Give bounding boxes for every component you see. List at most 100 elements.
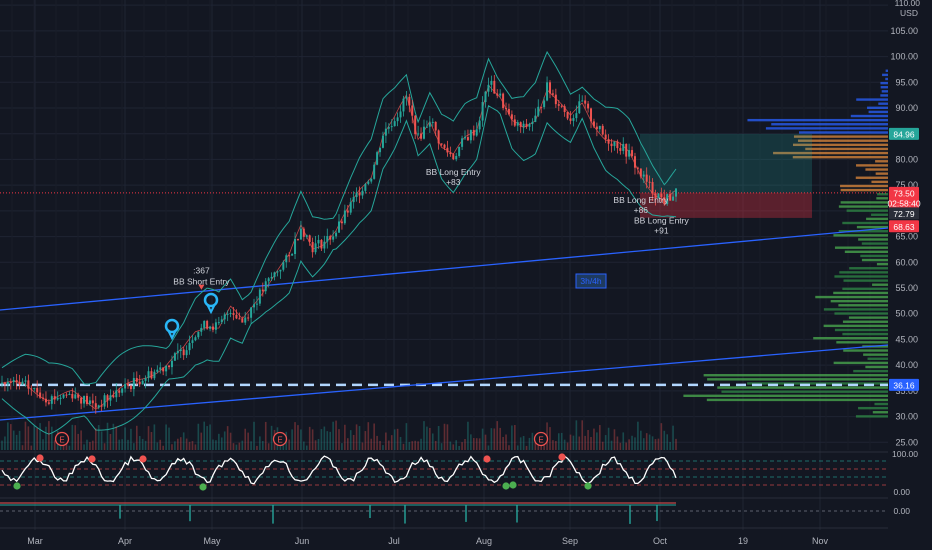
profile-bar [853, 369, 888, 373]
volume-bar [666, 434, 669, 450]
profile-bar [830, 299, 888, 303]
annotation-label: BB Long Entry [613, 195, 669, 205]
profile-bar [880, 81, 888, 85]
volume-bar [320, 429, 323, 450]
volume-bar [317, 438, 320, 450]
profile-bar [836, 341, 888, 344]
volume-bar [124, 427, 126, 450]
price-axis[interactable]: 110.00USD25.0030.0035.0040.0045.0050.005… [887, 0, 932, 530]
candle-body [6, 381, 9, 385]
volume-bar [53, 440, 56, 450]
candle-body [94, 403, 97, 408]
candle-body [461, 138, 464, 147]
candle-body [80, 397, 83, 404]
time-axis[interactable]: Mar Apr May Jun Jul Aug Sep Oct 19 Nov [27, 536, 828, 546]
candle-body [273, 272, 276, 277]
candle-body [575, 113, 578, 119]
profile-bar [875, 172, 888, 175]
volume-bar [607, 427, 610, 450]
candle-body [569, 118, 572, 121]
candle-body [182, 349, 185, 356]
profile-bar [834, 246, 888, 249]
candle-body [323, 241, 326, 249]
candle-body [314, 243, 317, 253]
axis-tick-label: 90.00 [895, 103, 918, 113]
profile-bar [850, 114, 888, 118]
volume-bar [109, 433, 112, 450]
profile-bar [771, 123, 888, 126]
profile-bar [834, 328, 888, 332]
volume-bar [508, 445, 510, 450]
volume-bar [294, 422, 296, 450]
volume-bar [496, 421, 499, 450]
candle-body [592, 121, 595, 127]
candle-body [513, 119, 516, 126]
volume-bar [179, 437, 182, 450]
volume-bar [651, 436, 654, 450]
volume-bar [367, 422, 370, 450]
earnings-marker-label: E [59, 436, 64, 445]
profile-bar [880, 94, 888, 97]
volume-bar [48, 421, 50, 450]
profile-bar [871, 213, 888, 216]
volume-bar [382, 445, 384, 450]
candle-body [124, 383, 127, 389]
axis-tick-label: 55.00 [895, 283, 918, 293]
volume-bar [672, 425, 674, 450]
candle-body [675, 188, 677, 197]
volume-bar [74, 425, 77, 450]
volume-bar [461, 442, 463, 450]
profile-bar [855, 176, 888, 179]
annotation-label: BB Long Entry [634, 216, 690, 226]
candle-body [346, 210, 349, 213]
profile-bar [792, 155, 888, 159]
profile-bar [833, 234, 888, 237]
volume-bar [4, 436, 6, 450]
volume-bar [484, 434, 487, 450]
candle-body [381, 135, 384, 148]
volume-bar [405, 423, 408, 450]
volume-bar [578, 436, 581, 450]
candle-body [255, 303, 258, 305]
candle-body [88, 400, 91, 404]
candle-body [622, 144, 625, 151]
candle-body [543, 100, 546, 108]
axis-tick-label: 50.00 [895, 309, 918, 319]
osc-signal-dot-red [36, 454, 44, 462]
profile-bar [880, 86, 888, 89]
volume-bar [86, 439, 88, 450]
candle-body [132, 378, 135, 390]
profile-bar [856, 98, 888, 101]
profile-bar [747, 118, 888, 122]
earnings-marker-icon [54, 431, 70, 447]
candle-body [466, 137, 469, 141]
volume-bar [80, 430, 82, 450]
candle-body [648, 181, 651, 183]
volume-bar [165, 424, 167, 450]
osc-tick-label: 100.00 [892, 449, 918, 459]
price-label: 68.63 [893, 222, 915, 232]
candle-body [490, 80, 493, 85]
candle-body [185, 350, 188, 356]
candle-body [651, 182, 654, 194]
volume-bar [364, 431, 367, 450]
candle-body [179, 349, 182, 351]
profile-bar [882, 73, 888, 77]
volume-bar [188, 441, 191, 450]
profile-bar [867, 106, 888, 109]
earnings-marker-icon [272, 431, 288, 447]
candle-body [428, 122, 431, 127]
candle-body [261, 289, 264, 292]
candle-body [305, 235, 308, 237]
candle-body [534, 115, 537, 122]
candle-body [144, 378, 147, 381]
volume-bar [390, 435, 393, 450]
candle-body [563, 106, 566, 113]
time-axis-label: Jul [388, 536, 400, 546]
candle-body [39, 392, 42, 398]
candle-body [355, 192, 358, 198]
candle-body [628, 150, 631, 157]
candle-body [85, 395, 88, 404]
profile-bar [855, 415, 888, 418]
